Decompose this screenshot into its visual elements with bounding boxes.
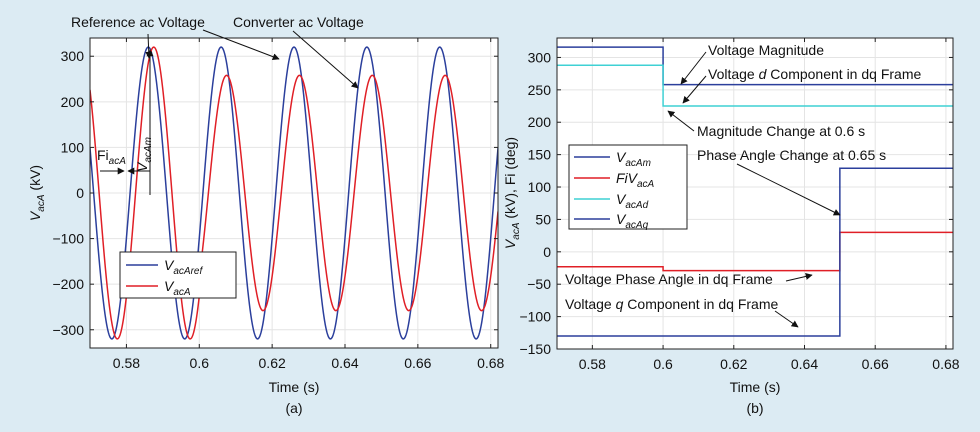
chart-panel-b: 0.58 0.6 0.62 0.64 0.66 0.68 −150 −100 −50 0 50 100… <box>502 37 960 416</box>
arrow-phase-angle <box>785 273 813 282</box>
y-tick-label: 0 <box>543 244 551 260</box>
x-tick-label: 0.66 <box>862 356 889 372</box>
y-tick-label: 300 <box>528 49 552 65</box>
y-tick-label: −50 <box>527 276 551 292</box>
series-line-vacaref <box>90 46 498 340</box>
y-tick-label: −150 <box>519 341 551 357</box>
plot-frame-b <box>556 37 954 350</box>
panel-label-a: (a) <box>285 400 302 416</box>
x-tick-label: 0.68 <box>932 356 959 372</box>
series-group-a <box>90 46 498 340</box>
series-line-vacaq <box>557 167 953 337</box>
series-line-vacad <box>557 64 953 107</box>
y-tick-label: 200 <box>61 94 85 110</box>
x-tick-label: 0.64 <box>791 356 818 372</box>
annotation-v-acAm: VacAm <box>134 137 154 172</box>
y-tick-label: −100 <box>52 231 84 247</box>
series-group-b <box>557 46 953 337</box>
y-tick-label: −100 <box>519 309 551 325</box>
annotation-converter-ac-voltage: Converter ac Voltage <box>233 14 364 30</box>
legend-label-vacaq: VacAq <box>616 211 649 231</box>
y-axis-label-b: VacA (kV), Fi (deg) <box>502 137 522 249</box>
arrow-phase-change <box>736 163 841 216</box>
legend-label-vacaref: VacAref <box>164 257 203 277</box>
legend-b: VacAm FiVacA VacAd VacAq <box>568 144 688 231</box>
x-tick-label: 0.66 <box>404 355 431 371</box>
y-tick-label: 100 <box>61 139 85 155</box>
chart-panel-a: 0.58 0.6 0.62 0.64 0.66 0.68 −300 −200 −100 0 100 2… <box>27 14 505 416</box>
series-line-vaca <box>90 46 498 340</box>
legend-box-a <box>119 251 237 299</box>
y-tick-label: 250 <box>528 82 552 98</box>
annotation-d-component: Voltage d Component in dq Frame <box>708 66 921 82</box>
legend-label-vacam: VacAm <box>616 149 651 169</box>
arrow-q-component <box>774 310 799 328</box>
x-axis-label-a: Time (s) <box>269 379 320 395</box>
y-axis-label-a: VacA (kV) <box>27 165 47 221</box>
ticks-a: 0.58 0.6 0.62 0.64 0.66 0.68 −300 −200 −100 0 100 2… <box>52 38 505 371</box>
y-tick-label: 300 <box>61 48 85 64</box>
annotation-reference-ac-voltage: Reference ac Voltage <box>71 14 205 30</box>
annotation-phase-change: Phase Angle Change at 0.65 s <box>697 147 886 163</box>
arrow-converter-to-wave <box>292 30 359 89</box>
panel-label-b: (b) <box>746 400 763 416</box>
arrow-reference-to-wave <box>202 29 280 61</box>
legend-label-vaca: VacA <box>164 278 191 298</box>
y-tick-label: −300 <box>52 322 84 338</box>
x-tick-label: 0.68 <box>477 355 504 371</box>
arrow-d-component <box>682 75 707 104</box>
x-tick-label: 0.58 <box>113 355 140 371</box>
annotation-q-component: Voltage q Component in dq Frame <box>565 296 778 312</box>
y-tick-label: 0 <box>76 185 84 201</box>
annotation-magnitude-change: Magnitude Change at 0.6 s <box>697 123 865 139</box>
x-axis-label-b: Time (s) <box>730 379 781 395</box>
y-tick-label: 150 <box>528 147 552 163</box>
annotation-phase-angle: Voltage Phase Angle in dq Frame <box>565 271 773 287</box>
y-tick-label: −200 <box>52 276 84 292</box>
y-tick-label: 100 <box>528 179 552 195</box>
x-tick-label: 0.6 <box>190 355 210 371</box>
x-tick-label: 0.62 <box>720 356 747 372</box>
series-line-fivaca <box>557 231 953 272</box>
ticks-b: 0.58 0.6 0.62 0.64 0.66 0.68 −150 −100 −50 0 50 100… <box>519 38 960 372</box>
x-tick-label: 0.6 <box>653 356 673 372</box>
annotation-fi-acA: FiacA <box>97 147 126 167</box>
y-tick-label: 200 <box>528 114 552 130</box>
x-tick-label: 0.64 <box>331 355 358 371</box>
x-tick-label: 0.58 <box>579 356 606 372</box>
x-tick-label: 0.62 <box>259 355 286 371</box>
arrow-magnitude-change <box>667 110 695 132</box>
annotation-voltage-magnitude: Voltage Magnitude <box>708 42 824 58</box>
legend-label-vacad: VacAd <box>616 191 649 211</box>
arrow-voltage-magnitude <box>680 51 707 85</box>
y-tick-label: 50 <box>535 211 551 227</box>
legend-label-fivaca: FiVacA <box>616 170 655 190</box>
legend-a: VacAref VacA <box>119 251 237 299</box>
legend-box-b <box>568 144 688 230</box>
